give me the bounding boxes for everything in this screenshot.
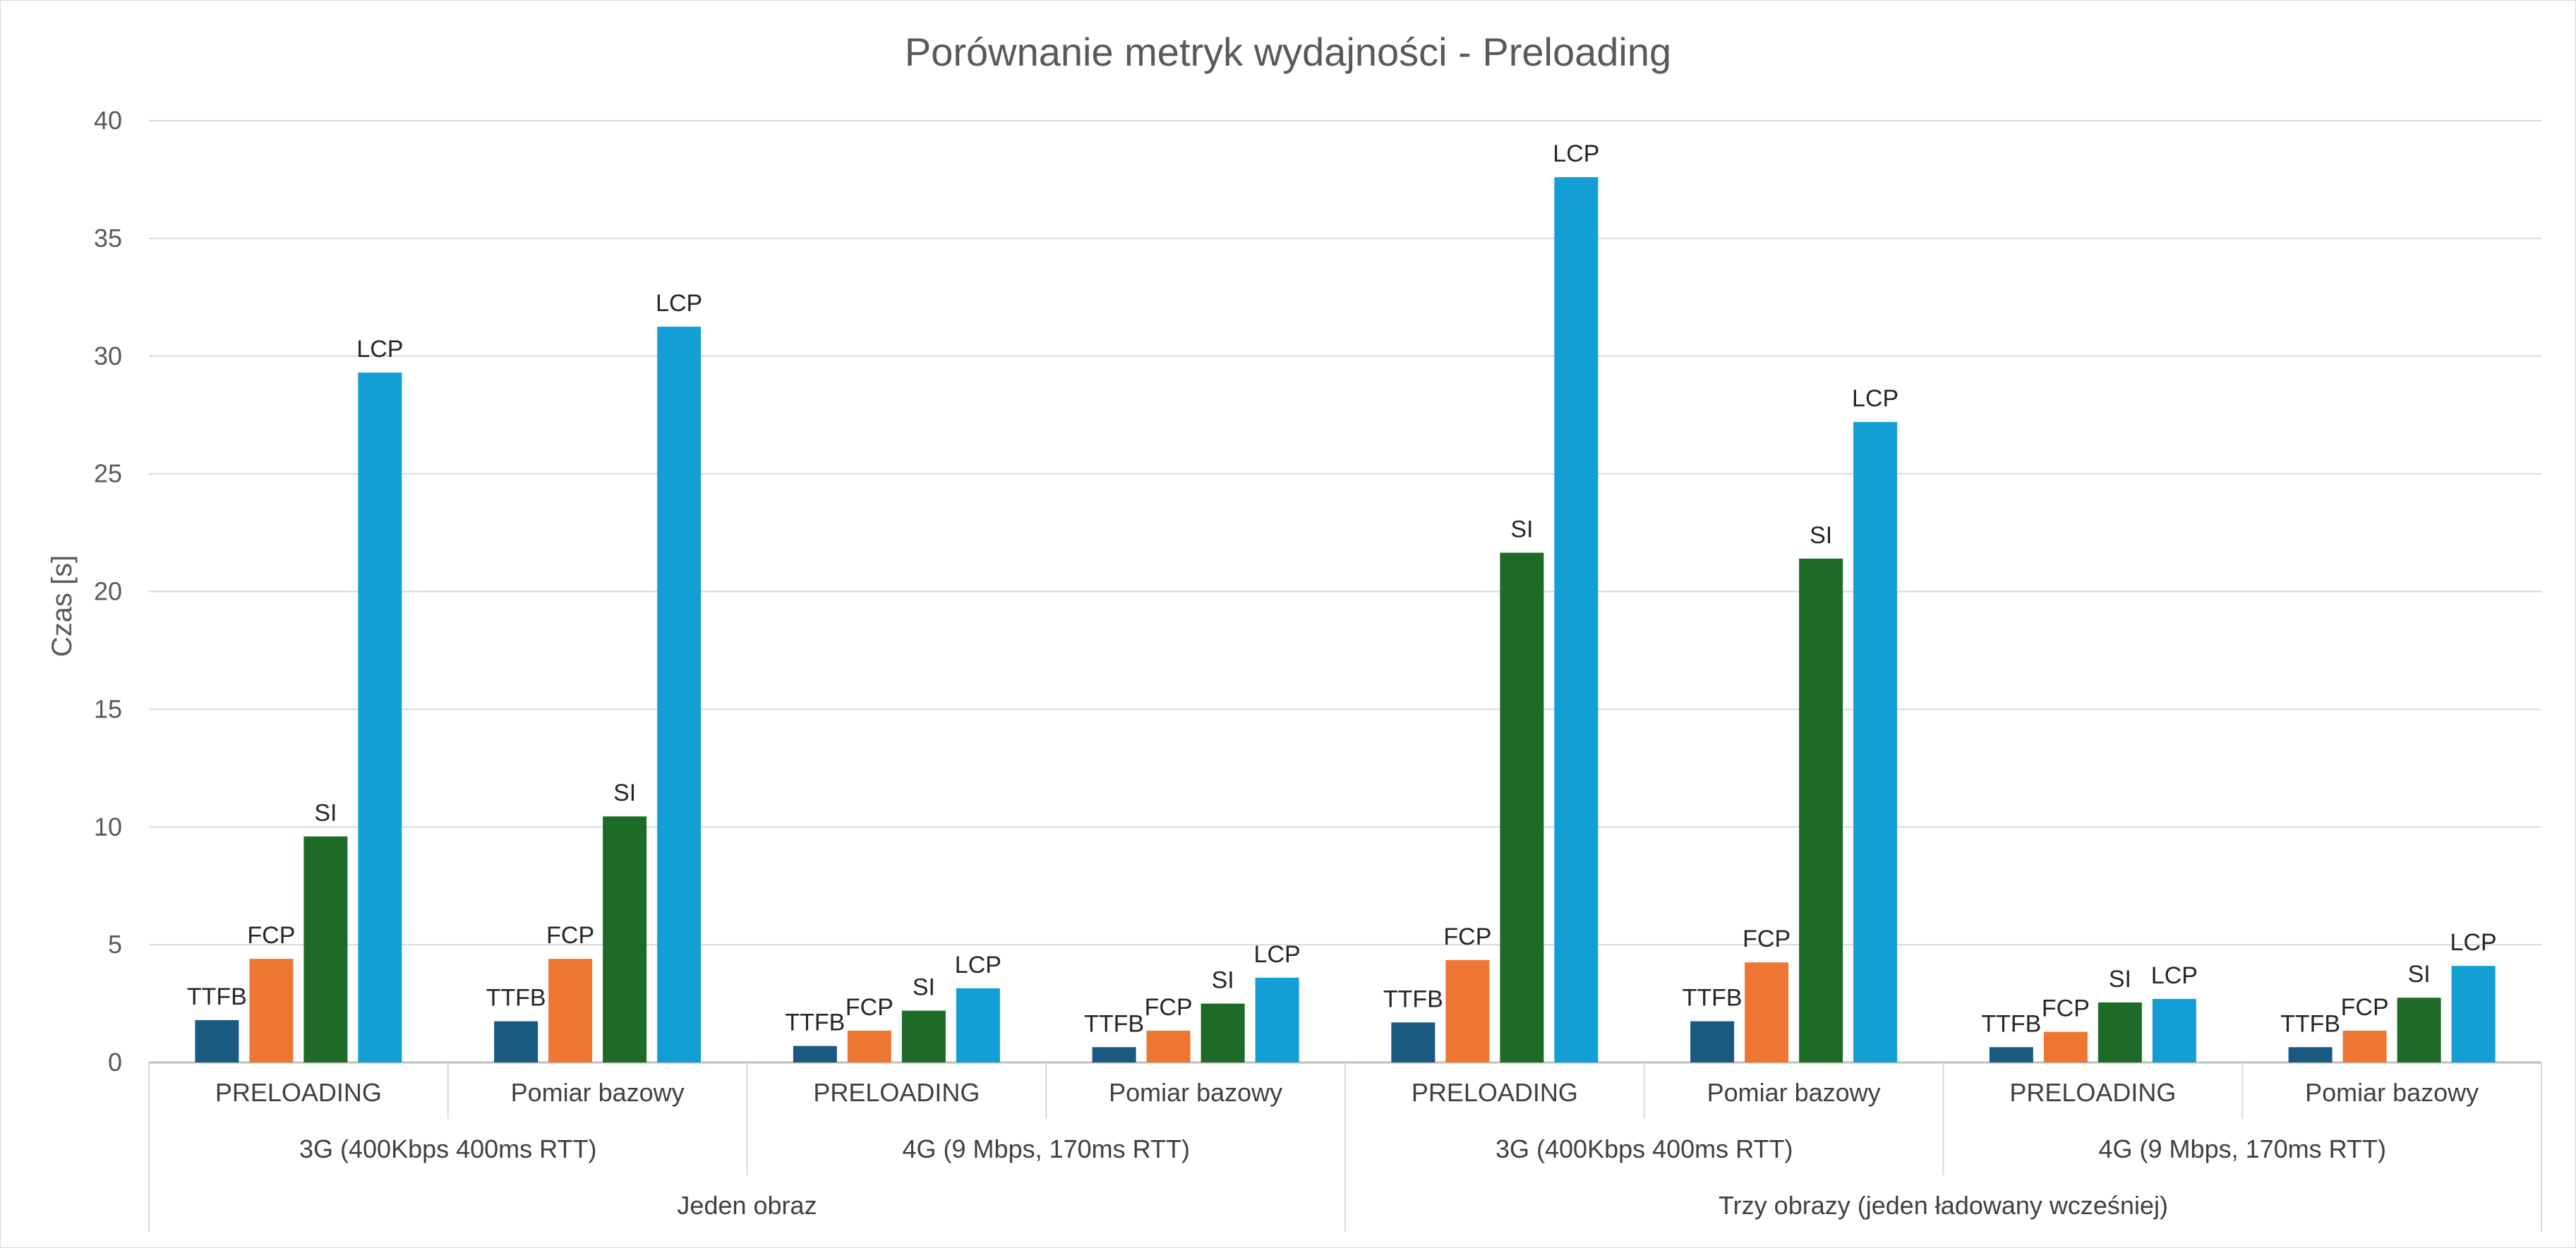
x-category-label: Jeden obraz [677,1191,817,1220]
bar-si [1500,552,1544,1062]
data-label: TTFB [187,983,247,1010]
bar-si [2097,1002,2142,1062]
y-tick-label: 10 [94,812,122,841]
bar-lcp [1853,422,1898,1062]
bar-fcp [847,1030,891,1062]
bar-fcp [2342,1030,2387,1062]
bar-fcp [1146,1030,1191,1062]
bar-lcp [657,327,702,1062]
bar-ttfb [1391,1022,1436,1062]
bar-ttfb [2288,1047,2333,1062]
bar-ttfb [1092,1047,1136,1062]
data-label: TTFB [785,1010,845,1036]
data-label: LCP [356,336,403,363]
x-axis-categories: PRELOADING Pomiar bazowy PRELOADING Pomiar … [148,1062,2542,1232]
x-category-label: Pomiar bazowy [1109,1078,1282,1107]
data-label: SI [1212,967,1234,994]
bar-si [2397,998,2441,1062]
data-label: TTFB [1683,985,1743,1012]
x-category-label: 3G (400Kbps 400ms RTT) [1495,1134,1793,1163]
bar-fcp [1745,962,1789,1062]
y-axis-ticks: 0 5 10 15 20 25 30 35 40 [94,106,122,1077]
data-label: FCP [845,994,893,1021]
bars-group [195,177,2496,1063]
data-label: TTFB [2280,1010,2340,1037]
bar-si [901,1010,946,1062]
bar-si [303,836,348,1062]
data-label: SI [2109,966,2131,993]
x-category-label: 3G (400Kbps 400ms RTT) [299,1134,597,1163]
bar-lcp [1554,177,1599,1063]
data-label: LCP [1553,140,1599,167]
bar-lcp [2451,966,2496,1062]
data-label: SI [613,780,636,806]
bar-fcp [548,959,593,1062]
data-label: LCP [955,952,1001,979]
y-axis-title: Czas [s] [47,555,78,657]
bar-si [603,816,647,1062]
x-category-label: PRELOADING [2009,1078,2176,1107]
data-label: LCP [2151,962,2198,989]
y-tick-label: 35 [94,224,122,253]
data-labels: TTFBFCPSILCPTTFBFCPSILCPTTFBFCPSILCPTTFB… [187,140,2497,1037]
data-label: TTFB [1383,986,1443,1012]
data-label: FCP [1743,926,1790,952]
y-tick-label: 0 [108,1048,122,1077]
bar-ttfb [1690,1021,1735,1062]
x-category-label: 4G (9 Mbps, 170ms RTT) [903,1134,1190,1163]
bar-fcp [249,959,294,1062]
data-label: LCP [2450,929,2497,956]
data-label: FCP [546,922,594,949]
data-label: FCP [247,922,295,949]
data-label: SI [2408,961,2431,988]
data-label: FCP [1145,994,1193,1021]
x-category-label: Pomiar bazowy [511,1078,685,1107]
data-label: LCP [1254,941,1301,968]
y-tick-label: 5 [108,930,122,959]
gridlines [149,120,2541,1064]
bar-lcp [1255,977,1299,1062]
x-category-label: Pomiar bazowy [2305,1078,2479,1107]
data-label: SI [1510,516,1533,543]
chart-title: Porównanie metryk wydajności - Preloadin… [905,30,1671,74]
data-label: FCP [1443,923,1491,950]
bar-fcp [1445,959,1490,1062]
bar-lcp [358,372,402,1062]
x-category-label: PRELOADING [813,1078,980,1107]
data-label: SI [1810,522,1832,549]
bar-lcp [2152,998,2196,1062]
bar-ttfb [195,1019,239,1062]
y-tick-label: 30 [94,341,122,370]
x-category-label: Pomiar bazowy [1707,1078,1881,1107]
bar-si [1799,558,1843,1062]
x-category-label: 4G (9 Mbps, 170ms RTT) [2099,1134,2386,1163]
y-tick-label: 20 [94,577,122,606]
x-category-label: PRELOADING [215,1078,382,1107]
bar-ttfb [793,1046,837,1062]
data-label: FCP [2042,995,2090,1022]
x-category-label: PRELOADING [1412,1078,1578,1107]
y-tick-label: 40 [94,106,122,135]
data-label: LCP [1852,385,1898,412]
data-label: SI [314,800,337,827]
bar-ttfb [494,1021,538,1062]
bar-lcp [956,988,1000,1062]
data-label: TTFB [1084,1010,1144,1037]
data-label: TTFB [1981,1010,2041,1037]
x-category-label: Trzy obrazy (jeden ładowany wcześniej) [1719,1191,2168,1220]
data-label: TTFB [486,985,546,1012]
data-label: FCP [2341,994,2389,1021]
y-tick-label: 25 [94,459,122,488]
y-tick-label: 15 [94,694,122,723]
bar-si [1200,1003,1245,1062]
bar-ttfb [1989,1047,2033,1062]
data-label: LCP [656,290,702,317]
bar-fcp [2043,1031,2088,1062]
data-label: SI [913,974,935,1001]
